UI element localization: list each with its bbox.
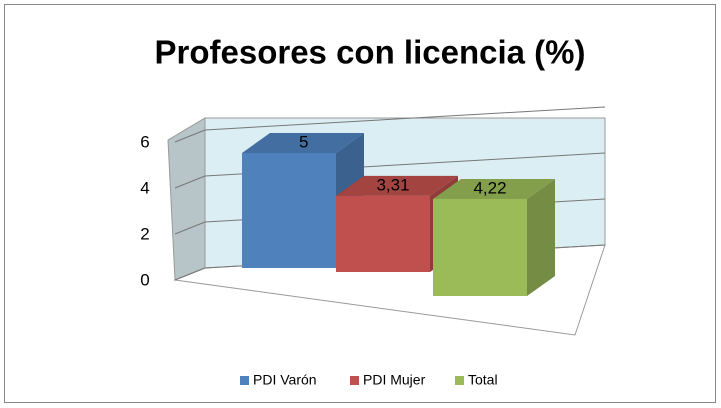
side-wall: [167, 117, 206, 281]
y-tick-label: 0: [140, 270, 149, 289]
bar-top: [336, 175, 458, 196]
grid-line: [174, 175, 206, 189]
y-tick-label: 2: [140, 224, 149, 243]
legend-label: PDI Mujer: [363, 372, 426, 388]
legend-swatch: [350, 376, 359, 385]
grid-line: [204, 106, 606, 131]
legend-label: Total: [468, 372, 498, 388]
legend-swatch: [455, 376, 464, 385]
bar-top: [242, 133, 364, 153]
data-label: 5: [299, 132, 308, 151]
legend-swatch: [240, 376, 249, 385]
bar: [242, 153, 336, 268]
data-label: 4,22: [473, 178, 506, 197]
legend-label: PDI Varón: [253, 372, 317, 388]
data-label: 3,31: [376, 175, 409, 194]
bar: [336, 195, 430, 272]
grid-line: [174, 129, 206, 143]
grid-line: [174, 267, 206, 281]
grid-line: [174, 221, 206, 235]
chart-title: Profesores con licencia (%): [155, 34, 586, 71]
bar: [433, 198, 527, 296]
bar-top: [433, 178, 555, 199]
y-tick-label: 4: [140, 178, 149, 197]
y-tick-label: 6: [140, 132, 149, 151]
bar-side: [527, 178, 555, 296]
